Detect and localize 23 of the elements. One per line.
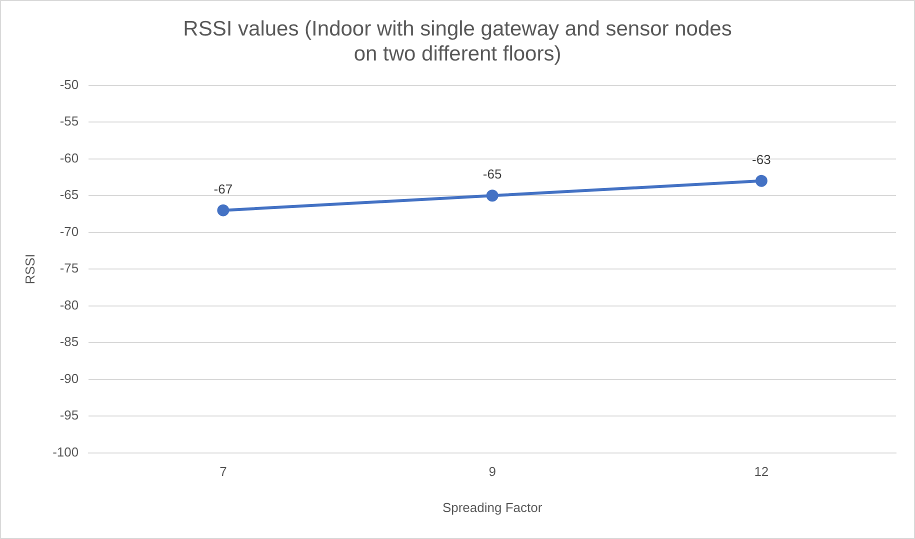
point <box>217 204 230 216</box>
x-tick-label: 9 <box>488 464 496 480</box>
x-tick-label: 12 <box>754 464 769 480</box>
y-axis-title: RSSI <box>22 254 38 284</box>
x-tick-label: 7 <box>220 464 227 480</box>
data-label: -65 <box>482 166 502 182</box>
y-tick-label: -80 <box>60 297 79 312</box>
point <box>755 174 768 187</box>
point <box>486 190 498 202</box>
y-tick-label: -100 <box>52 444 79 460</box>
y-tick-label: -90 <box>60 370 79 386</box>
y-tick-label: -85 <box>60 334 79 350</box>
y-tick-label: -65 <box>60 187 79 202</box>
data-label: -63 <box>752 152 771 167</box>
y-tick-label: -50 <box>60 76 79 92</box>
y-tick-label: -55 <box>60 114 79 129</box>
x-axis-title: Spreading Factor <box>442 500 543 515</box>
y-tick-label: -60 <box>60 150 79 166</box>
y-tick-label: -75 <box>60 260 79 276</box>
y-tick-label: -70 <box>60 224 79 239</box>
chart-title: RSSI values (Indoor with single gateway and sensor nodes on two different floors) <box>183 17 732 66</box>
data-label: -67 <box>214 181 233 196</box>
y-tick-label: -95 <box>60 408 79 423</box>
